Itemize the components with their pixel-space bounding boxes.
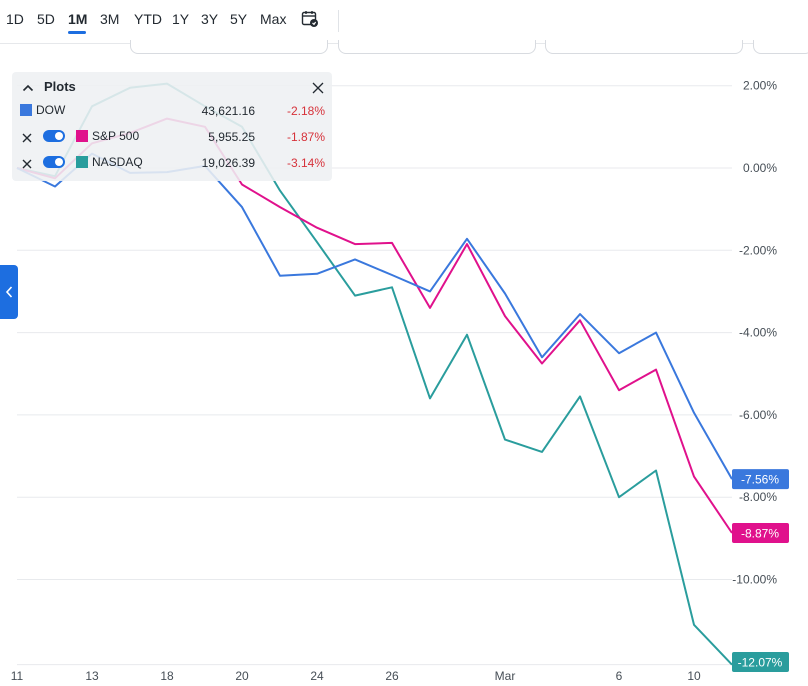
remove-series-icon[interactable] (22, 158, 32, 169)
series-color-swatch (20, 104, 32, 116)
chevron-left-icon (5, 286, 13, 298)
chevron-up-icon[interactable] (22, 80, 34, 92)
close-icon[interactable] (312, 81, 324, 94)
y-tick-label: 2.00% (743, 79, 777, 93)
series-name: DOW (36, 103, 66, 117)
end-label-box (732, 523, 789, 544)
y-axis-tick-labels: 2.00% 0.00% -2.00% -4.00% -6.00% -8.00% -10.00… (732, 79, 777, 587)
x-tick-label: 18 (160, 669, 174, 683)
series-value: 43,621.16 (201, 104, 255, 118)
series-line-dow[interactable] (16, 152, 733, 480)
y-tick-label: -4.00% (739, 326, 777, 340)
series-name: S&P 500 (92, 129, 140, 143)
x-tick-label: Mar (495, 669, 516, 683)
y-tick-label: -8.00% (739, 490, 777, 504)
x-tick-label: 24 (310, 669, 324, 683)
range-button-3y[interactable]: 3Y (201, 11, 219, 27)
calendar-compare-icon[interactable] (301, 10, 319, 28)
range-bar-divider (338, 10, 339, 32)
range-button-1d[interactable]: 1D (6, 11, 24, 27)
x-tick-label: 10 (687, 669, 701, 683)
end-label-text: -12.07% (738, 656, 783, 670)
series-change: -2.18% (286, 104, 325, 118)
range-button-1y[interactable]: 1Y (172, 11, 190, 27)
series-color-swatch (76, 156, 88, 168)
legend-row-sp500: S&P 500 5,955.25 -1.87% (12, 129, 332, 152)
legend-row-dow: DOW 43,621.16 -2.18% (12, 103, 332, 126)
x-tick-label: 26 (385, 669, 399, 683)
y-tick-label: -10.00% (732, 573, 777, 587)
series-end-label: -8.87% (732, 523, 789, 544)
end-label-box (732, 469, 789, 490)
chart-toolbar-pill[interactable] (338, 40, 536, 54)
legend-row-nasdaq: NASDAQ 19,026.39 -3.14% (12, 155, 332, 178)
end-label-text: -8.87% (741, 527, 779, 541)
side-panel-tab[interactable] (0, 265, 18, 319)
x-axis-tick-labels: 11 13 18 20 24 26 Mar 6 10 (11, 669, 701, 683)
series-value: 5,955.25 (208, 130, 255, 144)
series-color-swatch (76, 130, 88, 142)
series-change: -1.87% (286, 130, 325, 144)
range-button-5d[interactable]: 5D (37, 11, 55, 27)
range-button-5y[interactable]: 5Y (230, 11, 248, 27)
x-tick-label: 13 (85, 669, 99, 683)
series-value: 19,026.39 (201, 156, 255, 170)
range-button-ytd[interactable]: YTD (134, 11, 162, 27)
series-visibility-toggle[interactable] (43, 130, 65, 142)
series-visibility-toggle[interactable] (43, 156, 65, 168)
range-button-3m[interactable]: 3M (100, 11, 120, 27)
plots-title: Plots (44, 79, 76, 94)
plots-legend-panel: Plots DOW 43,621.16 -2.18% S&P 500 5,955… (12, 72, 332, 181)
remove-series-icon[interactable] (22, 132, 32, 143)
series-end-label: -12.07% (732, 652, 789, 672)
chart-toolbar-pill[interactable] (130, 40, 328, 54)
end-label-text: -7.56% (741, 473, 779, 487)
series-name: NASDAQ (92, 155, 143, 169)
active-range-underline (68, 31, 86, 34)
range-button-max[interactable]: Max (260, 11, 287, 27)
series-end-label: -7.56% (732, 469, 789, 490)
x-tick-label: 20 (235, 669, 249, 683)
y-tick-label: -2.00% (739, 243, 777, 257)
plots-header: Plots (12, 72, 332, 100)
chart-toolbar-pill[interactable] (545, 40, 743, 54)
y-tick-label: -6.00% (739, 408, 777, 422)
end-label-box (732, 652, 789, 672)
chart-toolbar-pill[interactable] (753, 40, 808, 54)
x-tick-label: 11 (11, 669, 24, 683)
series-change: -3.14% (286, 156, 325, 170)
series-end-labels: -7.56% -8.87% -12.07% (732, 469, 789, 672)
x-tick-label: 6 (616, 669, 623, 683)
range-button-1m[interactable]: 1M (68, 11, 88, 27)
y-tick-label: 0.00% (743, 161, 777, 175)
